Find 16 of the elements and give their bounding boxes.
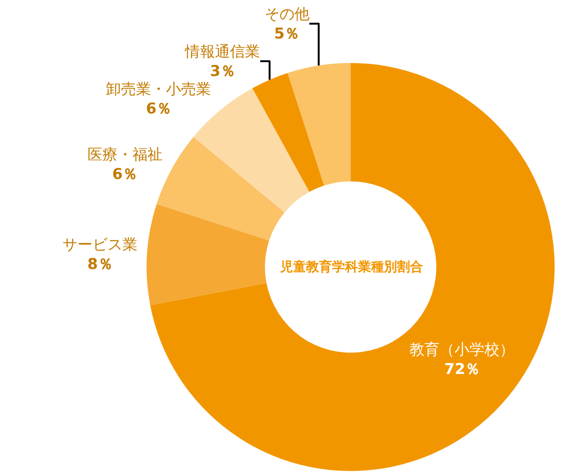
- data-label: 72％: [444, 360, 480, 378]
- slice-label: その他: [264, 4, 310, 23]
- slice-label: サービス業: [62, 235, 138, 254]
- donut-slice: [252, 72, 324, 192]
- data-label: 6％: [146, 99, 172, 118]
- data-label: 3％: [210, 62, 236, 80]
- data-label: 6％: [112, 165, 138, 184]
- data-label: 8％: [87, 254, 113, 273]
- slice-label: 情報通信業: [184, 42, 260, 60]
- slice-label: 医療・福祉: [87, 146, 162, 164]
- donut-slice: [288, 63, 351, 186]
- text: 児童教育学科業種別割合: [279, 259, 423, 275]
- donut-slice: [147, 204, 270, 306]
- slice-label: 教育（小学校）: [410, 340, 515, 359]
- slice-label: 卸売業・小売業: [106, 80, 212, 98]
- data-label: 5％: [274, 24, 300, 42]
